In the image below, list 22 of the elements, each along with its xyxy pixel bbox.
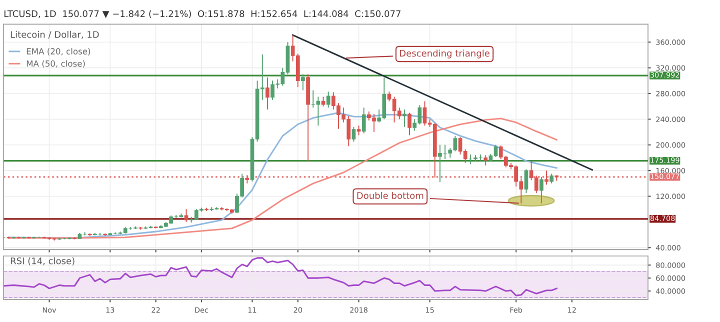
- chart-title: RSI (14, close): [10, 257, 74, 266]
- legend-label: MA (50, close): [26, 60, 85, 68]
- text: Litecoin / Dollar, 1D: [10, 30, 99, 39]
- candlestick: [408, 112, 412, 136]
- candlestick: [362, 107, 366, 134]
- legend-label: EMA (20, close): [26, 48, 90, 56]
- chart-subtitle: LTCUSD, 1D 150.077 ▼ −1.842 (−1.21%) O:151.878 H:152.654 L:144.084 C:150.077: [4, 10, 400, 18]
- candlestick: [326, 91, 330, 108]
- candlestick: [550, 173, 554, 184]
- candlestick: [184, 208, 188, 222]
- candlestick: [484, 154, 488, 166]
- line-series: [4, 257, 558, 296]
- candlestick: [266, 76, 270, 110]
- candlestick: [301, 74, 305, 91]
- candlestick: [352, 126, 356, 142]
- annotation: Double bottom: [357, 192, 424, 199]
- candlestick: [524, 168, 528, 194]
- candlestick: [544, 170, 548, 186]
- candlestick: [540, 176, 544, 204]
- candlestick: [402, 109, 406, 128]
- annotation: Descending triangle: [400, 50, 490, 58]
- candlestick: [356, 125, 361, 136]
